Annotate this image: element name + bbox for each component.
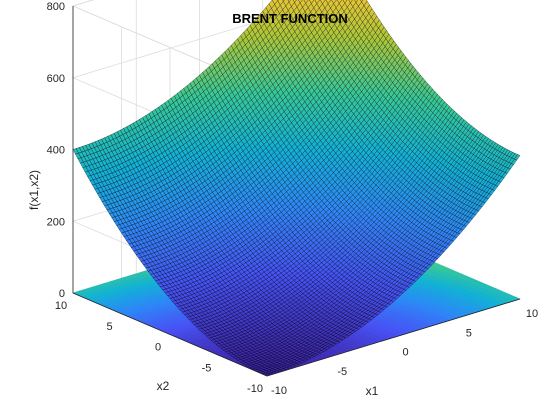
surface-mesh bbox=[72, 0, 521, 377]
